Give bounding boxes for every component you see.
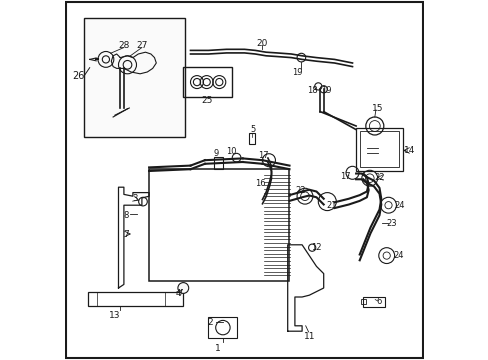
Text: 4: 4 bbox=[175, 289, 180, 298]
Text: 18: 18 bbox=[307, 86, 318, 95]
Text: 19: 19 bbox=[321, 86, 331, 95]
Text: 17: 17 bbox=[339, 172, 350, 181]
Text: 1: 1 bbox=[214, 344, 220, 353]
Bar bbox=[248, 133, 255, 144]
Text: 21: 21 bbox=[325, 201, 336, 210]
Text: 8: 8 bbox=[123, 211, 129, 220]
Text: 20: 20 bbox=[256, 39, 267, 48]
Text: 26: 26 bbox=[72, 71, 84, 81]
Text: 3: 3 bbox=[132, 194, 137, 203]
Text: 12: 12 bbox=[311, 243, 321, 252]
Text: 6: 6 bbox=[376, 297, 382, 306]
Text: 27: 27 bbox=[136, 41, 147, 50]
Text: 5: 5 bbox=[250, 125, 256, 134]
Text: 25: 25 bbox=[201, 96, 212, 105]
Bar bbox=[363, 297, 384, 307]
Bar bbox=[355, 128, 402, 171]
Bar bbox=[149, 169, 289, 281]
Bar bbox=[213, 157, 223, 169]
Text: 16: 16 bbox=[255, 179, 265, 188]
Text: 2: 2 bbox=[207, 318, 213, 327]
Circle shape bbox=[178, 283, 188, 293]
Bar bbox=[361, 299, 365, 304]
Text: 9: 9 bbox=[213, 149, 218, 158]
Text: 28: 28 bbox=[118, 41, 129, 50]
Bar bbox=[359, 131, 399, 167]
Text: 10: 10 bbox=[226, 147, 236, 156]
Text: 22: 22 bbox=[373, 173, 384, 182]
Text: 15: 15 bbox=[371, 104, 383, 113]
Text: 24: 24 bbox=[393, 201, 404, 210]
Text: 17: 17 bbox=[257, 151, 268, 160]
Text: 13: 13 bbox=[109, 310, 121, 320]
Text: 22: 22 bbox=[294, 186, 305, 195]
Text: 14: 14 bbox=[404, 146, 415, 155]
Text: 24: 24 bbox=[392, 251, 403, 260]
Text: 19: 19 bbox=[292, 68, 303, 77]
Text: 23: 23 bbox=[386, 219, 396, 228]
Bar bbox=[208, 317, 237, 338]
Bar bbox=[183, 67, 231, 97]
Bar bbox=[88, 292, 183, 306]
Text: 7: 7 bbox=[122, 230, 128, 239]
Bar bbox=[84, 18, 185, 137]
Text: 11: 11 bbox=[303, 332, 314, 341]
